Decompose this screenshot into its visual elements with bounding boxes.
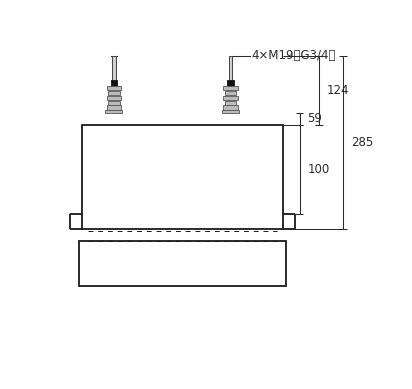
Text: 59: 59 bbox=[308, 112, 323, 125]
Bar bbox=[112, 56, 116, 80]
Text: 124: 124 bbox=[327, 84, 349, 96]
Bar bbox=[105, 110, 122, 113]
Bar bbox=[108, 101, 119, 105]
Bar bbox=[110, 80, 117, 86]
Text: 4×M19（G3/4）: 4×M19（G3/4） bbox=[252, 49, 336, 62]
Text: 285: 285 bbox=[351, 136, 373, 149]
Bar bbox=[108, 91, 119, 95]
Bar bbox=[107, 96, 121, 100]
Bar bbox=[223, 86, 238, 90]
Bar bbox=[225, 91, 236, 95]
Bar bbox=[80, 241, 286, 286]
Bar bbox=[222, 110, 239, 113]
Bar bbox=[229, 56, 232, 80]
Bar bbox=[225, 101, 236, 105]
Text: 100: 100 bbox=[308, 163, 330, 176]
Bar bbox=[82, 124, 283, 230]
Bar bbox=[227, 80, 234, 86]
Bar bbox=[223, 105, 238, 110]
Bar bbox=[107, 105, 121, 110]
Bar bbox=[107, 86, 121, 90]
Bar bbox=[223, 96, 238, 100]
